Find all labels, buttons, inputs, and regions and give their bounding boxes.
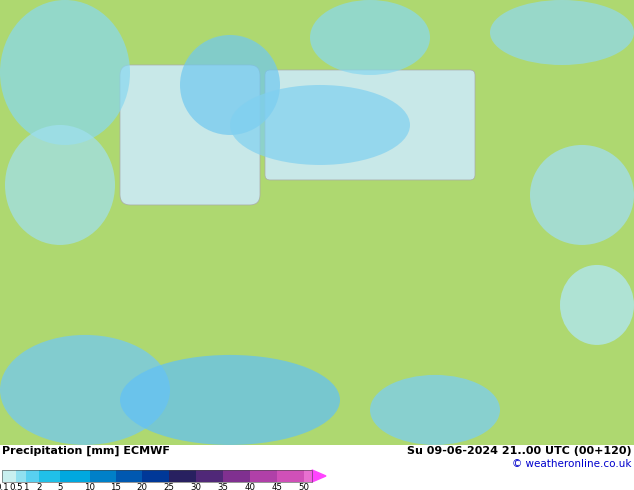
- Bar: [26, 470, 39, 482]
- Bar: [2, 470, 312, 482]
- Text: © weatheronline.co.uk: © weatheronline.co.uk: [512, 459, 632, 469]
- Text: 15: 15: [110, 483, 122, 490]
- Ellipse shape: [0, 0, 130, 145]
- Ellipse shape: [310, 0, 430, 75]
- Bar: [277, 470, 304, 482]
- Text: 10: 10: [84, 483, 96, 490]
- Bar: [90, 470, 116, 482]
- Ellipse shape: [560, 265, 634, 345]
- Ellipse shape: [120, 355, 340, 445]
- Bar: [60, 470, 90, 482]
- Bar: [142, 470, 169, 482]
- Text: 0.5: 0.5: [9, 483, 23, 490]
- Text: 35: 35: [217, 483, 228, 490]
- Text: 25: 25: [164, 483, 174, 490]
- Ellipse shape: [5, 125, 115, 245]
- Ellipse shape: [180, 35, 280, 135]
- Bar: [116, 470, 142, 482]
- Ellipse shape: [530, 145, 634, 245]
- Bar: [196, 470, 223, 482]
- Text: 2: 2: [36, 483, 42, 490]
- Text: 0.1: 0.1: [0, 483, 9, 490]
- Ellipse shape: [230, 85, 410, 165]
- Ellipse shape: [0, 335, 170, 445]
- Bar: [223, 470, 250, 482]
- Bar: [304, 470, 312, 482]
- Text: 20: 20: [136, 483, 148, 490]
- Text: 1: 1: [23, 483, 29, 490]
- Polygon shape: [312, 470, 326, 482]
- Text: Precipitation [mm] ECMWF: Precipitation [mm] ECMWF: [2, 446, 170, 456]
- Text: Su 09-06-2024 21..00 UTC (00+120): Su 09-06-2024 21..00 UTC (00+120): [408, 446, 632, 456]
- Text: 5: 5: [57, 483, 63, 490]
- Text: 50: 50: [299, 483, 309, 490]
- Bar: [2, 470, 16, 482]
- Bar: [250, 470, 277, 482]
- Bar: [16, 470, 26, 482]
- Text: 45: 45: [271, 483, 283, 490]
- Bar: [169, 470, 196, 482]
- FancyBboxPatch shape: [265, 70, 475, 180]
- Bar: [39, 470, 60, 482]
- FancyBboxPatch shape: [120, 65, 260, 205]
- Text: 40: 40: [245, 483, 256, 490]
- Ellipse shape: [370, 375, 500, 445]
- Text: 30: 30: [190, 483, 202, 490]
- Ellipse shape: [490, 0, 634, 65]
